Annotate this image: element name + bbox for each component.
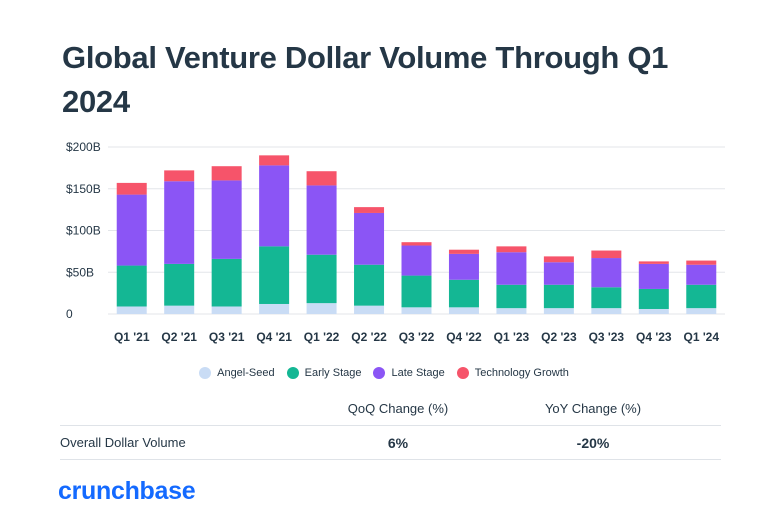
legend-swatch-technology-growth: [456, 367, 469, 379]
x-tick-label: Q2 '22: [351, 330, 387, 344]
chart-legend: Angel-Seed Early Stage Late Stage Techno…: [0, 367, 768, 379]
bar-segment-late-stage: [306, 185, 337, 255]
legend-item-technology-growth: Technology Growth: [456, 367, 569, 379]
y-tick-label: $150B: [66, 182, 101, 196]
bar-segment-late-stage: [401, 245, 432, 276]
bar-segment-angel-seed: [496, 308, 527, 314]
y-tick-label: 0: [66, 307, 73, 321]
bar-segment-technology-growth: [401, 242, 432, 246]
x-tick-label: Q3 '21: [209, 330, 245, 344]
yoy-value: -20%: [576, 435, 610, 451]
bar-segment-angel-seed: [638, 308, 669, 314]
bar-segment-late-stage: [638, 263, 669, 289]
bar-segment-technology-growth: [164, 170, 195, 182]
bar-segment-technology-growth: [591, 250, 622, 259]
legend-label-angel-seed: Angel-Seed: [217, 367, 275, 379]
bar-segment-late-stage: [211, 180, 242, 259]
table-header-qoq: QoQ Change (%): [347, 401, 449, 416]
bar-segment-late-stage: [448, 253, 479, 280]
bar-segment-early-stage: [638, 288, 669, 309]
x-tick-label: Q4 '23: [636, 330, 672, 344]
bar-segment-technology-growth: [116, 182, 147, 195]
bar-segment-early-stage: [496, 284, 527, 309]
bar-segment-angel-seed: [543, 308, 574, 314]
table-row: Overall Dollar Volume 6% -20%: [60, 426, 721, 460]
bar-segment-early-stage: [164, 263, 195, 306]
bar-segment-late-stage: [543, 262, 574, 285]
crunchbase-logo: crunchbase: [58, 477, 196, 505]
bar-segment-late-stage: [686, 264, 717, 285]
y-tick-label: $100B: [66, 224, 101, 238]
bar-segment-early-stage: [543, 284, 574, 309]
x-tick-label: Q2 '21: [161, 330, 197, 344]
bar-segment-early-stage: [401, 275, 432, 308]
bar-segment-angel-seed: [448, 307, 479, 314]
legend-label-technology-growth: Technology Growth: [474, 367, 569, 379]
bar-segment-early-stage: [686, 284, 717, 309]
y-tick-label: $200B: [66, 140, 101, 154]
bar-segment-angel-seed: [164, 305, 195, 314]
row-label: Overall Dollar Volume: [60, 435, 186, 450]
bar-segment-technology-growth: [354, 207, 385, 213]
legend-label-early-stage: Early Stage: [304, 367, 362, 379]
bar-segment-early-stage: [354, 264, 385, 306]
bar-segment-technology-growth: [638, 261, 669, 264]
legend-item-late-stage: Late Stage: [373, 367, 445, 379]
x-tick-label: Q1 '24: [683, 330, 719, 344]
x-tick-label: Q2 '23: [541, 330, 577, 344]
bar-segment-early-stage: [306, 254, 337, 304]
bar-segment-early-stage: [448, 279, 479, 308]
bar-segment-late-stage: [354, 212, 385, 265]
bar-segment-angel-seed: [116, 306, 147, 314]
bar-segment-late-stage: [259, 165, 290, 247]
legend-item-early-stage: Early Stage: [286, 367, 362, 379]
x-tick-label: Q1 '23: [494, 330, 530, 344]
bar-segment-technology-growth: [259, 155, 290, 166]
bar-segment-technology-growth: [211, 166, 242, 181]
legend-item-angel-seed: Angel-Seed: [199, 367, 275, 379]
bar-segment-late-stage: [116, 194, 147, 266]
bar-segment-late-stage: [496, 252, 527, 285]
x-tick-label: Q1 '22: [304, 330, 340, 344]
bar-segment-early-stage: [116, 265, 147, 307]
legend-swatch-angel-seed: [199, 367, 212, 379]
table-header-yoy: YoY Change (%): [544, 401, 642, 416]
x-tick-label: Q3 '22: [399, 330, 435, 344]
x-tick-label: Q3 '23: [589, 330, 625, 344]
bar-segment-angel-seed: [306, 303, 337, 314]
x-tick-label: Q4 '22: [446, 330, 482, 344]
y-tick-label: $50B: [66, 265, 94, 279]
x-tick-label: Q4 '21: [256, 330, 292, 344]
chart-title: Global Venture Dollar Volume Through Q1 …: [62, 40, 669, 119]
table-header-row: QoQ Change (%) YoY Change (%): [60, 392, 721, 426]
x-tick-label: Q1 '21: [114, 330, 150, 344]
legend-swatch-early-stage: [286, 367, 299, 379]
bar-segment-angel-seed: [259, 303, 290, 314]
bar-segment-technology-growth: [448, 249, 479, 254]
bar-segment-early-stage: [211, 258, 242, 307]
bar-segment-technology-growth: [543, 256, 574, 263]
bar-segment-late-stage: [164, 181, 195, 264]
bar-segment-early-stage: [591, 287, 622, 309]
legend-label-late-stage: Late Stage: [391, 367, 445, 379]
bar-segment-angel-seed: [686, 308, 717, 314]
bar-segment-angel-seed: [401, 307, 432, 314]
bar-segment-angel-seed: [354, 305, 385, 314]
bar-segment-technology-growth: [686, 260, 717, 265]
legend-swatch-late-stage: [373, 367, 386, 379]
bar-segment-technology-growth: [496, 246, 527, 253]
bar-segment-angel-seed: [211, 306, 242, 314]
bar-segment-angel-seed: [591, 308, 622, 314]
stacked-bar-chart: $200B $150B $100B $50B 0 Q1 '21 Q2 '21 Q3 '21 Q4…: [66, 140, 725, 344]
bar-segment-early-stage: [259, 246, 290, 304]
bar-segment-late-stage: [591, 258, 622, 288]
qoq-value: 6%: [387, 435, 409, 451]
bar-segment-technology-growth: [306, 171, 337, 186]
change-table: QoQ Change (%) YoY Change (%) Overall Do…: [60, 392, 721, 460]
